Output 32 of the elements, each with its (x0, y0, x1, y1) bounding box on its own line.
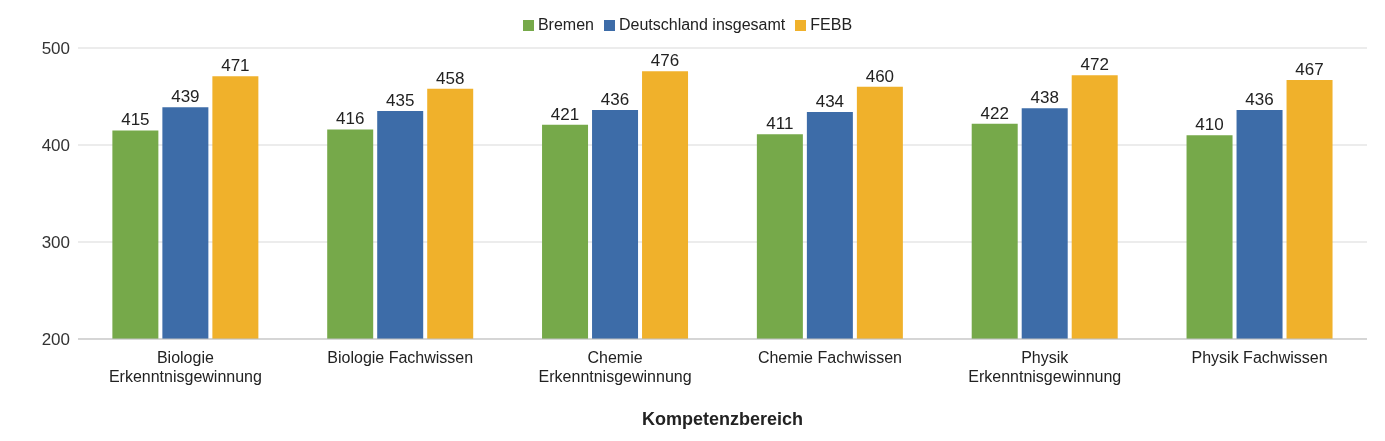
data-label: 458 (436, 68, 465, 88)
x-tick-label: Chemie Fachwissen (757, 349, 902, 366)
data-label: 434 (815, 92, 845, 112)
x-tick-label: Physik Erkenntnisgewinnung (968, 349, 1122, 385)
y-tick-label: 200 (41, 330, 70, 350)
data-label: 471 (221, 56, 250, 76)
data-label: 472 (1080, 55, 1109, 75)
data-label: 421 (550, 104, 580, 124)
x-axis-title: Kompetenzbereich (641, 409, 804, 429)
y-tick-label: 500 (41, 39, 70, 59)
x-tick-label: Chemie Erkenntnisgewinnung (538, 349, 692, 385)
data-label: 435 (386, 91, 415, 111)
x-tick-label: Physik Fachwissen (1191, 349, 1328, 366)
legend-label: Bremen (537, 16, 594, 33)
data-label: 436 (1245, 90, 1274, 110)
legend-label: FEBB (810, 16, 853, 33)
legend-label: Deutschland insgesamt (618, 16, 786, 33)
data-label: 415 (121, 110, 150, 130)
data-label: 436 (600, 90, 630, 110)
data-label: 422 (980, 103, 1009, 123)
data-label: 467 (1295, 60, 1324, 80)
data-label: 438 (1030, 88, 1059, 108)
x-tick-label: Biologie Fachwissen (327, 349, 474, 366)
data-label: 411 (766, 114, 794, 134)
data-label: 439 (171, 87, 200, 107)
y-tick-label: 300 (41, 233, 70, 253)
data-label: 476 (650, 51, 680, 71)
data-label: 410 (1195, 115, 1224, 135)
data-label: 416 (336, 109, 365, 129)
x-tick-label: Biologie Erkenntnisgewinnung (108, 349, 262, 385)
data-label: 460 (865, 66, 895, 86)
y-tick-label: 400 (41, 136, 70, 156)
